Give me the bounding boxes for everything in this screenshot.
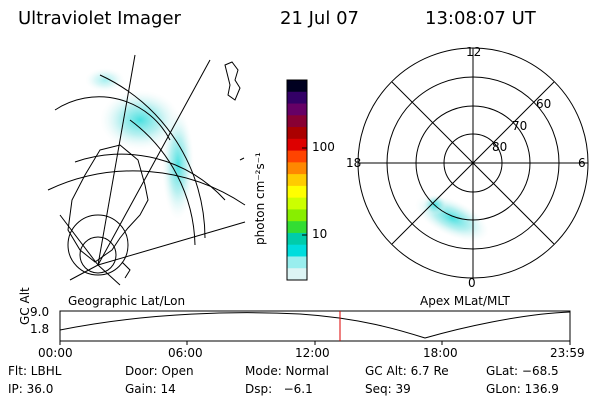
colorbar-band bbox=[287, 197, 307, 210]
aurora-patch bbox=[162, 110, 194, 220]
mode-value: Mode: Normal bbox=[245, 364, 329, 378]
gc-alt-value: GC Alt: 6.7 Re bbox=[365, 364, 449, 378]
colorbar-band bbox=[287, 221, 307, 234]
latitude-circle bbox=[67, 214, 129, 276]
longitude-line bbox=[97, 221, 246, 266]
aurora-patch bbox=[85, 68, 125, 92]
altitude-ytick: 9.0 bbox=[30, 305, 50, 319]
mlat-label-60: 60 bbox=[536, 97, 552, 111]
colorbar-band bbox=[287, 268, 307, 281]
ip-value: IP: 36.0 bbox=[8, 382, 54, 396]
longitude-line bbox=[97, 59, 211, 266]
instrument-title: Ultraviolet Imager bbox=[18, 8, 181, 29]
altitude-curve bbox=[59, 311, 571, 339]
aurora-oval bbox=[414, 194, 490, 242]
geographic-label: Geographic Lat/Lon bbox=[68, 294, 186, 308]
colorbar-band bbox=[287, 115, 307, 128]
longitude-line bbox=[59, 214, 99, 266]
altitude-ytick: 1.8 bbox=[30, 322, 50, 336]
x-tick-label: 23:59 bbox=[550, 346, 585, 360]
x-tick-label: 18:00 bbox=[423, 346, 458, 360]
x-tick-label: 12:00 bbox=[295, 346, 330, 360]
x-tick-label: 00:00 bbox=[38, 346, 73, 360]
colorbar-band bbox=[287, 185, 307, 199]
colorbar bbox=[287, 80, 307, 281]
door-value: Door: Open bbox=[125, 364, 194, 378]
glat-value: GLat: −68.5 bbox=[486, 364, 559, 378]
colorbar-tick-label: 10 bbox=[312, 227, 328, 241]
coastline bbox=[239, 157, 245, 161]
seq-value: Seq: 39 bbox=[365, 382, 411, 396]
colorbar-unit-label: photon cm⁻²s⁻¹ bbox=[253, 152, 267, 245]
mlat-label-80: 80 bbox=[492, 140, 508, 154]
colorbar-band bbox=[287, 91, 307, 105]
mlt-label-0: 0 bbox=[468, 276, 476, 290]
antarctica-coastline bbox=[67, 144, 149, 263]
aurora-patch bbox=[100, 90, 180, 150]
colorbar-band bbox=[287, 174, 307, 187]
colorbar-band bbox=[287, 80, 307, 93]
gain-value: Gain: 14 bbox=[125, 382, 176, 396]
colorbar-band bbox=[287, 103, 307, 116]
apex-label: Apex MLat/MLT bbox=[420, 294, 510, 308]
latitude-circle bbox=[79, 236, 117, 274]
longitude-line bbox=[69, 264, 99, 281]
colorbar-band bbox=[287, 162, 307, 175]
longitude-line bbox=[97, 264, 121, 286]
mlt-line-diagonal bbox=[391, 81, 555, 245]
colorbar-band bbox=[287, 138, 307, 152]
geographic-map bbox=[47, 54, 246, 286]
altitude-plot bbox=[59, 310, 571, 345]
colorbar-frame bbox=[286, 79, 308, 281]
colorbar-tick-label: 100 bbox=[312, 140, 335, 154]
time-label: 13:08:07 UT bbox=[425, 8, 536, 29]
colorbar-band bbox=[287, 244, 307, 257]
longitude-line bbox=[97, 54, 136, 266]
colorbar-band bbox=[287, 150, 307, 163]
x-tick-label: 06:00 bbox=[168, 346, 203, 360]
coastline bbox=[224, 61, 241, 101]
polar-plot bbox=[357, 47, 589, 279]
colorbar-band bbox=[287, 127, 307, 140]
mlt-label-12: 12 bbox=[466, 45, 482, 59]
latitude-line bbox=[129, 119, 196, 246]
date-label: 21 Jul 07 bbox=[280, 8, 359, 29]
mlat-label-70: 70 bbox=[512, 119, 528, 133]
mlt-label-18: 18 bbox=[346, 156, 362, 170]
coastline bbox=[121, 261, 131, 279]
colorbar-band bbox=[287, 232, 307, 246]
latitude-line bbox=[54, 96, 171, 141]
latitude-line bbox=[74, 153, 226, 201]
latitude-line bbox=[99, 74, 206, 239]
mlt-label-6: 6 bbox=[578, 156, 586, 170]
filter-value: Flt: LBHL bbox=[8, 364, 62, 378]
glon-value: GLon: 136.9 bbox=[486, 382, 559, 396]
latitude-line bbox=[47, 170, 246, 206]
colorbar-band bbox=[287, 256, 307, 269]
colorbar-band bbox=[287, 209, 307, 222]
dsp-value: Dsp: −6.1 bbox=[245, 382, 313, 396]
